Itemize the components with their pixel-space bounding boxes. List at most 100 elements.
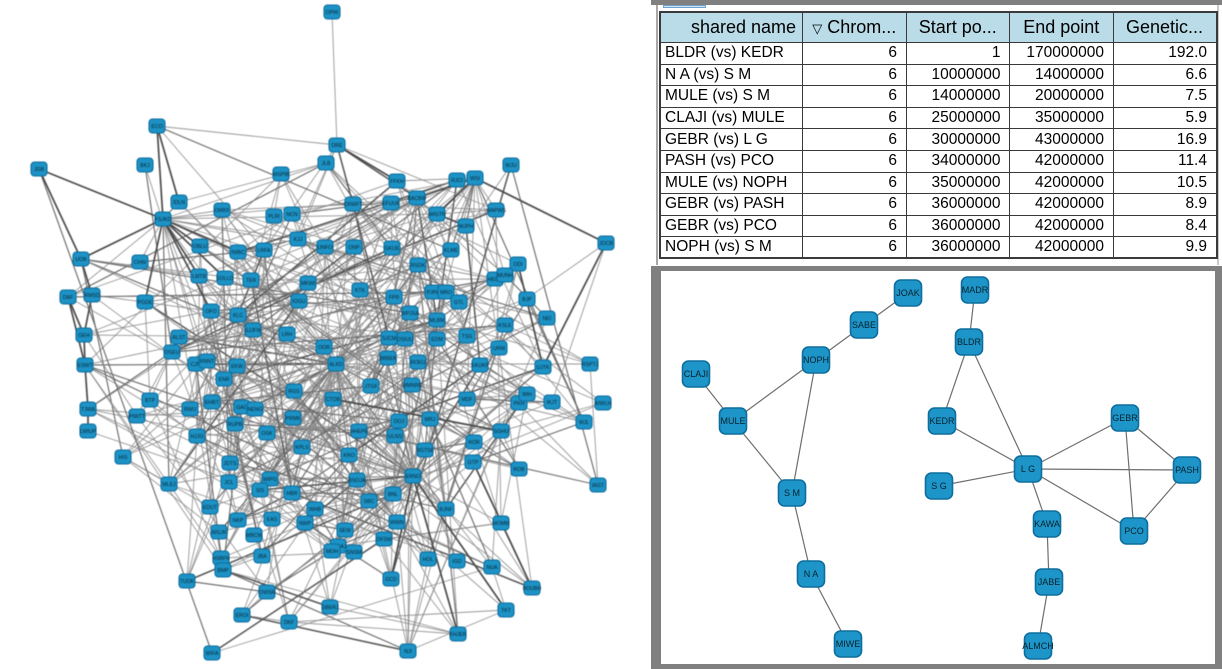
svg-text:IKJT: IKJT	[547, 400, 558, 406]
svg-text:MUNH: MUNH	[497, 273, 513, 279]
svg-text:OFO: OFO	[205, 309, 216, 315]
svg-text:OPW: OPW	[326, 10, 338, 16]
svg-text:JGB: JGB	[34, 167, 45, 173]
svg-text:WBCW: WBCW	[246, 533, 263, 539]
svg-text:S M: S M	[784, 488, 800, 498]
svg-text:KLME: KLME	[444, 248, 459, 254]
svg-text:NUA: NUA	[487, 565, 498, 571]
svg-text:ENR: ENR	[219, 377, 230, 383]
svg-text:PCO: PCO	[1124, 526, 1144, 536]
svg-text:LMTB: LMTB	[192, 274, 206, 280]
svg-text:NCN: NCN	[286, 212, 297, 218]
svg-text:EDUT: EDUT	[203, 505, 218, 511]
svg-text:PASH: PASH	[1175, 465, 1199, 475]
svg-text:ALMCH: ALMCH	[1022, 641, 1054, 651]
svg-text:WWN: WWN	[390, 520, 404, 526]
svg-text:SBC: SBC	[364, 499, 375, 505]
svg-text:NWP: NWP	[299, 521, 312, 527]
svg-text:LWIUP: LWIUP	[80, 429, 97, 435]
svg-text:BTP: BTP	[145, 398, 156, 404]
svg-text:ONP: ONP	[348, 245, 360, 251]
svg-text:ERNO: ERNO	[406, 474, 421, 480]
svg-text:GTP: GTP	[468, 460, 479, 466]
svg-text:OMKF: OMKF	[215, 208, 230, 214]
svg-text:IMH: IMH	[522, 392, 532, 398]
svg-text:JLB: JLB	[322, 161, 331, 167]
svg-text:PJPA: PJPA	[427, 290, 440, 296]
svg-text:ROEU: ROEU	[411, 360, 426, 366]
svg-text:KTK: KTK	[355, 288, 366, 294]
svg-text:HEDB: HEDB	[488, 277, 503, 283]
svg-text:KSLE: KSLE	[498, 323, 512, 329]
svg-text:IAGT: IAGT	[592, 483, 605, 489]
svg-text:MKWI: MKWI	[301, 281, 315, 287]
svg-text:LRFA: LRFA	[258, 248, 272, 254]
svg-text:CHW: CHW	[134, 260, 146, 266]
svg-text:HBR: HBR	[287, 491, 298, 497]
svg-text:PGDE: PGDE	[138, 300, 153, 306]
svg-text:BNL: BNL	[388, 492, 398, 498]
svg-text:GKUE: GKUE	[385, 246, 400, 252]
svg-text:EHBT: EHBT	[205, 400, 220, 406]
svg-text:DAF: DAF	[63, 295, 73, 301]
svg-text:EKW: EKW	[231, 364, 243, 370]
svg-text:RUPB: RUPB	[228, 422, 243, 428]
svg-text:MOMM: MOMM	[493, 521, 510, 527]
svg-text:NENG: NENG	[248, 407, 263, 413]
svg-text:ESWT: ESWT	[78, 363, 94, 369]
svg-text:UJTK: UJTK	[537, 365, 551, 371]
svg-text:LRH: LRH	[282, 332, 293, 338]
svg-text:DFSM: DFSM	[377, 537, 392, 543]
svg-text:MDF: MDF	[461, 397, 472, 403]
svg-text:PRMK: PRMK	[286, 416, 302, 422]
svg-text:EKUKF: EKUKF	[471, 363, 488, 369]
svg-text:BSOJA: BSOJA	[348, 478, 366, 484]
svg-text:RNNT: RNNT	[200, 359, 215, 365]
svg-text:ALKD: ALKD	[329, 362, 343, 368]
svg-text:RSDK: RSDK	[411, 263, 426, 269]
svg-text:SJJFW: SJJFW	[245, 328, 262, 334]
svg-text:WHB: WHB	[309, 507, 322, 513]
svg-text:SGHU: SGHU	[494, 429, 509, 435]
svg-text:ALST: ALST	[173, 335, 187, 341]
svg-text:EROI: EROI	[236, 613, 249, 619]
svg-text:CJM: CJM	[191, 362, 202, 368]
svg-text:HHEPE: HHEPE	[350, 429, 368, 435]
svg-text:KJJ: KJJ	[294, 237, 303, 243]
svg-text:OSIUU: OSIUU	[397, 337, 414, 343]
svg-text:BACBW: BACBW	[407, 196, 426, 202]
svg-text:RWU: RWU	[184, 407, 197, 413]
svg-text:TSG: TSG	[462, 334, 473, 340]
svg-text:BLDR: BLDR	[957, 337, 982, 347]
svg-text:SABE: SABE	[852, 320, 876, 330]
svg-text:CRWFT: CRWFT	[344, 202, 363, 208]
svg-text:UNFO: UNFO	[318, 245, 333, 251]
svg-text:IWGTN: IWGTN	[428, 212, 446, 218]
svg-text:FSJKD: FSJKD	[155, 217, 172, 223]
svg-text:KHJER: KHJER	[449, 632, 466, 638]
svg-text:JTGF: JTGF	[365, 384, 378, 390]
svg-text:NOPH: NOPH	[803, 355, 829, 365]
svg-text:DOJ: DOJ	[394, 419, 405, 425]
svg-text:MOH: MOH	[326, 549, 338, 555]
svg-text:MRJ: MRJ	[425, 417, 436, 423]
svg-text:TER: TER	[246, 278, 257, 284]
svg-text:MULE: MULE	[720, 416, 745, 426]
svg-text:PKH: PKH	[514, 401, 525, 407]
svg-text:HSBFN: HSBFN	[212, 556, 230, 562]
svg-text:UOB: UOB	[75, 257, 87, 263]
svg-text:ECO: ECO	[151, 124, 162, 130]
svg-text:EDM: EDM	[431, 337, 443, 343]
svg-text:MLEJ: MLEJ	[162, 482, 176, 488]
svg-text:ROB: ROB	[513, 467, 525, 473]
svg-text:MADR: MADR	[962, 285, 989, 295]
svg-text:BMP: BMP	[217, 568, 229, 574]
svg-text:GBERJ: GBERJ	[321, 605, 339, 611]
svg-text:CLAJI: CLAJI	[684, 369, 709, 379]
svg-text:OSK: OSK	[262, 431, 273, 437]
svg-text:BKJ: BKJ	[140, 163, 150, 169]
svg-text:KRO: KRO	[343, 453, 354, 459]
svg-text:JOCB: JOCB	[599, 241, 613, 247]
svg-text:WIPG: WIPG	[263, 477, 277, 483]
svg-text:WJPH: WJPH	[459, 224, 474, 230]
